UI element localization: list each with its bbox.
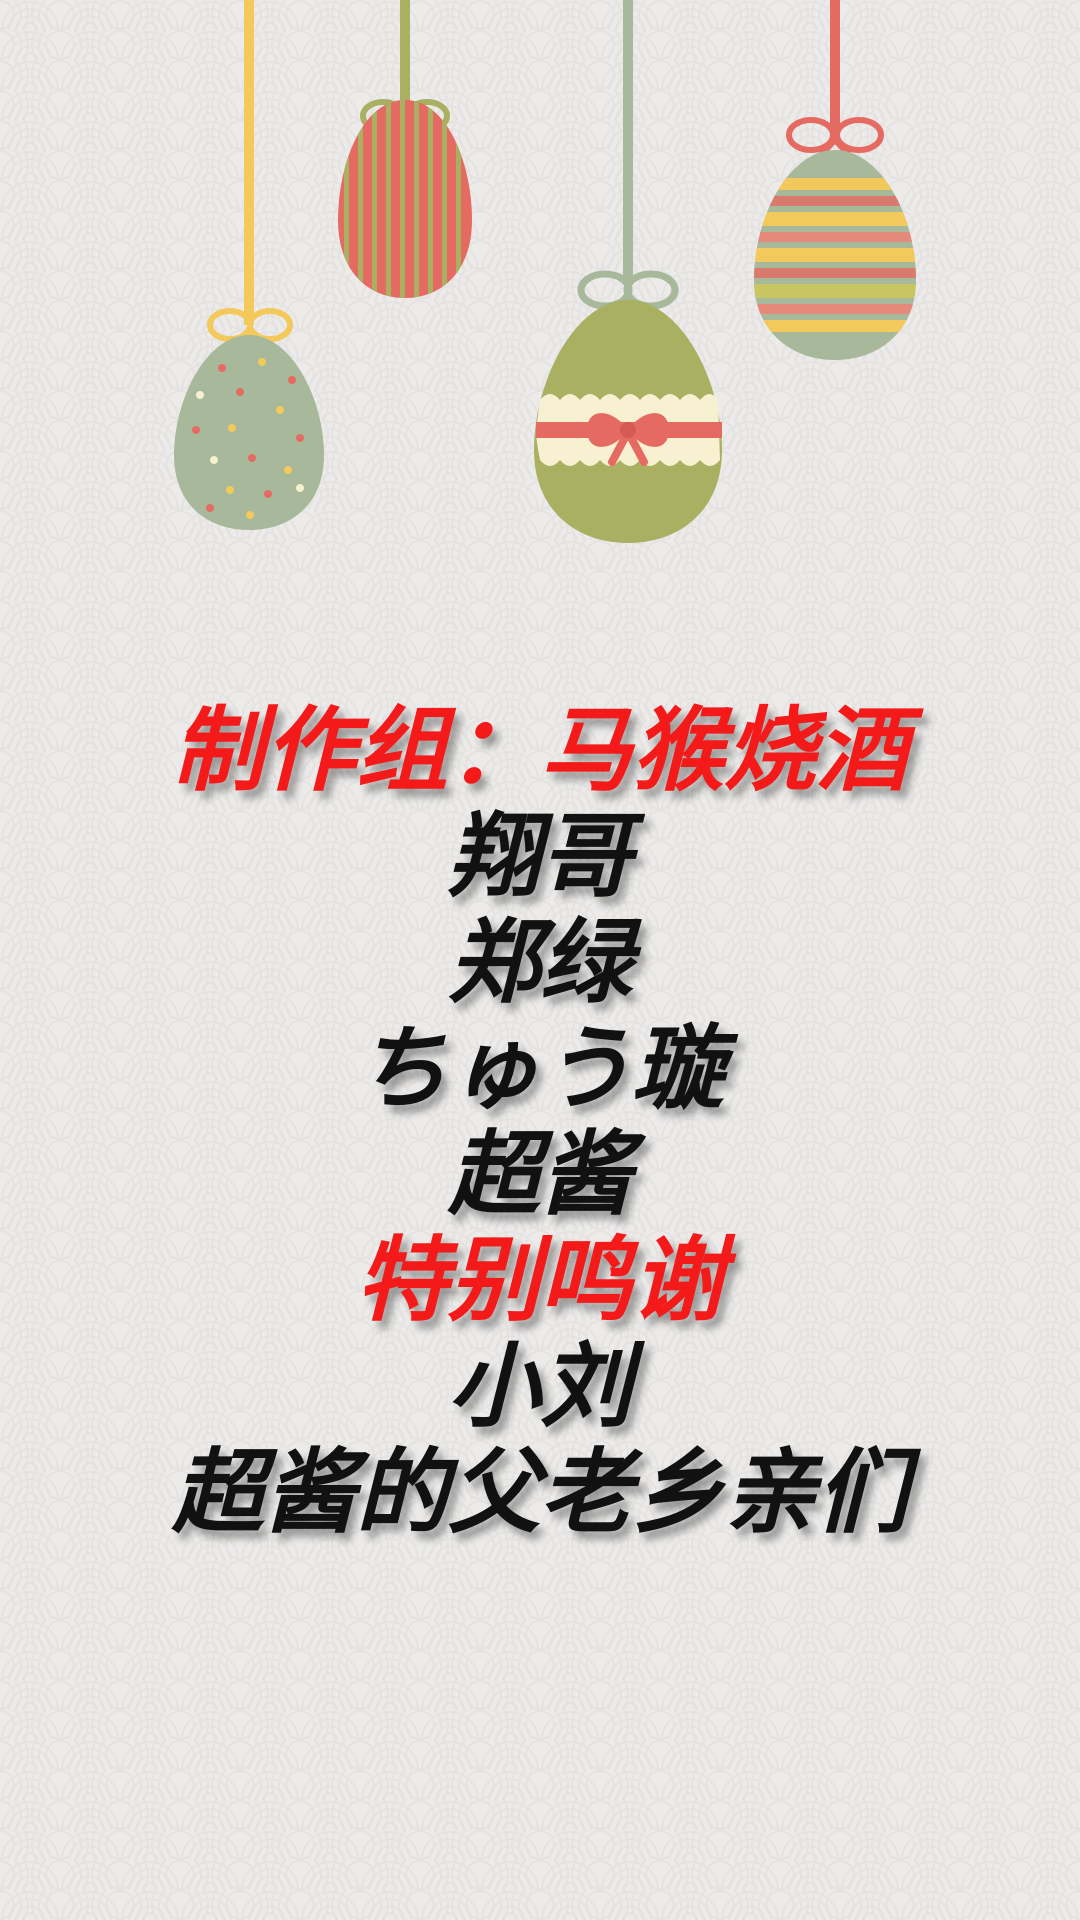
member-name: 翔哥 <box>447 803 632 910</box>
special-thanks-heading: 特别鸣谢 <box>355 1227 724 1334</box>
vertical-striped-egg <box>338 0 472 298</box>
member-name: 超酱 <box>447 1121 632 1228</box>
horizontal-striped-egg <box>754 0 916 360</box>
production-team-heading: 制作组：马猴烧酒 <box>171 697 908 804</box>
thanks-name: 小刘 <box>447 1333 632 1440</box>
member-name: 郑绿 <box>447 909 632 1016</box>
hanging-easter-eggs <box>174 0 916 543</box>
polka-dot-egg <box>174 0 324 530</box>
credits-list: 制作组：马猴烧酒 翔哥 郑绿 ちゅう璇 超酱 特别鸣谢 小刘 超酱的父老乡亲们 <box>0 698 1080 1546</box>
ribbon-bow-egg <box>534 0 722 543</box>
member-name: ちゅう璇 <box>355 1015 724 1122</box>
thanks-name: 超酱的父老乡亲们 <box>171 1439 908 1546</box>
